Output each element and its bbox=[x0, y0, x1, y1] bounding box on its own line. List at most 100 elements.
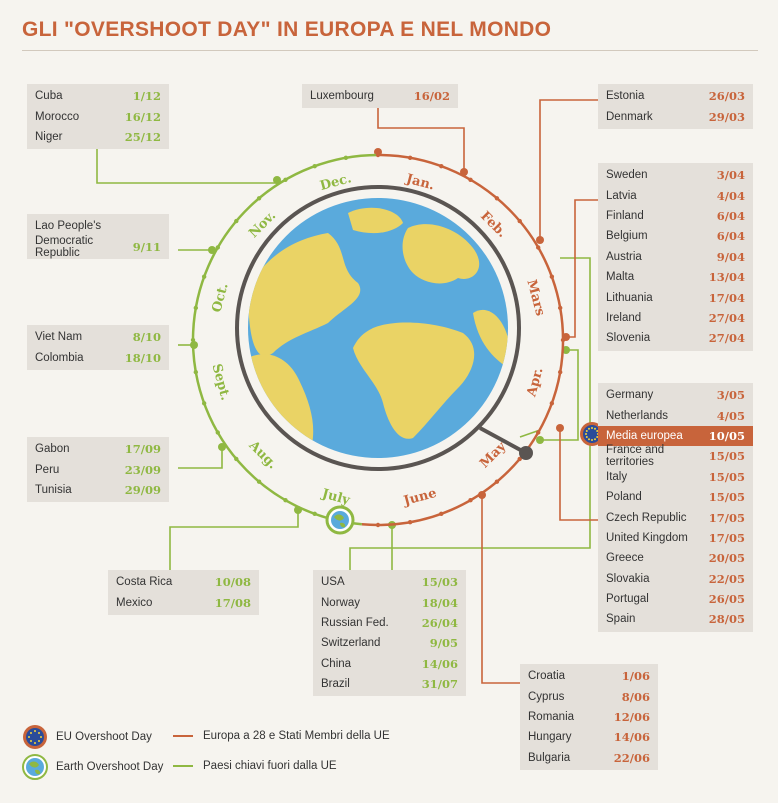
list-item: United Kingdom 17/05 bbox=[606, 528, 745, 548]
country-name: Greece bbox=[606, 552, 644, 565]
overshoot-date: 4/05 bbox=[716, 408, 745, 423]
overshoot-date: 29/09 bbox=[124, 482, 161, 497]
ring-tick bbox=[343, 155, 349, 161]
list-item: Poland 15/05 bbox=[606, 487, 745, 507]
connector-estonia bbox=[539, 99, 598, 240]
eu-arc bbox=[361, 153, 565, 527]
list-item: Mexico 17/08 bbox=[116, 592, 251, 612]
month-label: Feb. bbox=[477, 209, 509, 241]
list-item: USA 15/03 bbox=[321, 572, 458, 592]
overshoot-date: 12/06 bbox=[613, 709, 650, 724]
ring-tick bbox=[549, 401, 555, 406]
list-item: Viet Nam 8/10 bbox=[35, 327, 161, 347]
ring-tick bbox=[536, 430, 541, 435]
list-item: Lao People's bbox=[35, 216, 161, 236]
box-vietnam-group: Viet Nam 8/10 Colombia 18/10 bbox=[27, 325, 169, 370]
ring-tick bbox=[312, 163, 317, 169]
box-sweden-group: Sweden 3/04 Latvia 4/04 Finland 6/04 Belgium 6/… bbox=[598, 163, 753, 351]
country-name: Sweden bbox=[606, 169, 648, 182]
overshoot-date: 13/04 bbox=[708, 270, 745, 285]
legend-earth-day-label: Earth Overshoot Day bbox=[56, 761, 164, 773]
overshoot-date: 17/08 bbox=[214, 595, 251, 610]
list-item: Cuba 1/12 bbox=[35, 86, 161, 106]
ring-tick bbox=[557, 369, 563, 375]
country-name: Gabon bbox=[35, 443, 70, 456]
ring-tick bbox=[494, 479, 500, 484]
list-item: Sweden 3/04 bbox=[606, 165, 745, 185]
connector-usa-right bbox=[349, 257, 591, 570]
connector-usa-mid bbox=[540, 349, 579, 441]
list-item: Switzerland 9/05 bbox=[321, 633, 458, 653]
list-item: Costa Rica 10/08 bbox=[116, 572, 251, 592]
overshoot-date: 26/05 bbox=[708, 592, 745, 607]
list-item: Czech Republic 17/05 bbox=[606, 507, 745, 527]
overshoot-date: 10/08 bbox=[214, 575, 251, 590]
ring-tick bbox=[494, 196, 500, 201]
country-name: Lao People's bbox=[35, 220, 102, 233]
country-name: Media europea bbox=[606, 429, 683, 442]
country-name: Mexico bbox=[116, 596, 153, 609]
month-label: July bbox=[319, 486, 351, 508]
ring-tick bbox=[407, 155, 413, 161]
ring-tick bbox=[201, 274, 207, 279]
country-name: Brazil bbox=[321, 678, 350, 691]
list-item: Brazil 31/07 bbox=[321, 674, 458, 694]
list-item: Finland 6/04 bbox=[606, 206, 745, 226]
overshoot-date: 9/05 bbox=[429, 636, 458, 651]
title-divider bbox=[22, 50, 758, 51]
country-name: Spain bbox=[606, 613, 636, 626]
connector-dot bbox=[536, 436, 544, 444]
country-name: Italy bbox=[606, 470, 628, 483]
overshoot-date: 15/05 bbox=[708, 469, 745, 484]
country-name: Croatia bbox=[528, 670, 566, 683]
country-name: Denmark bbox=[606, 110, 653, 123]
country-name: Cuba bbox=[35, 90, 63, 103]
ring-tick bbox=[283, 498, 288, 503]
ring-tick bbox=[439, 511, 444, 517]
country-name: United Kingdom bbox=[606, 531, 688, 544]
list-item: Latvia 4/04 bbox=[606, 185, 745, 205]
connector-dot bbox=[536, 236, 544, 244]
world-line-swatch bbox=[173, 765, 193, 767]
country-name: Democratic Republic bbox=[35, 234, 94, 259]
country-name: Ireland bbox=[606, 311, 642, 324]
list-item: Lithuania 17/04 bbox=[606, 287, 745, 307]
list-item: Spain 28/05 bbox=[606, 609, 745, 629]
box-luxembourg-group: Luxembourg 16/02 bbox=[302, 84, 458, 109]
ring-tick bbox=[557, 305, 563, 311]
country-name: Viet Nam bbox=[35, 331, 83, 344]
list-item: Bulgaria 22/06 bbox=[528, 748, 650, 768]
overshoot-date: 17/04 bbox=[708, 290, 745, 305]
country-name: Morocco bbox=[35, 110, 80, 123]
country-name: Poland bbox=[606, 491, 642, 504]
list-item: Estonia 26/03 bbox=[606, 86, 745, 106]
page-title: GLI "OVERSHOOT DAY" IN EUROPA E NEL MOND… bbox=[22, 18, 552, 41]
country-name: Belgium bbox=[606, 230, 648, 243]
overshoot-date: 28/05 bbox=[708, 612, 745, 627]
list-item: Cyprus 8/06 bbox=[528, 686, 650, 706]
connector-dot bbox=[273, 176, 281, 184]
list-item: Belgium 6/04 bbox=[606, 226, 745, 246]
list-item: Malta 13/04 bbox=[606, 267, 745, 287]
overshoot-date: 8/06 bbox=[621, 689, 650, 704]
earth-overshoot-marker bbox=[325, 505, 355, 535]
legend-eu-day: EU Overshoot Day bbox=[22, 724, 152, 750]
overshoot-date: 18/04 bbox=[421, 595, 458, 610]
country-name: Czech Republic bbox=[606, 511, 687, 524]
overshoot-date: 10/05 bbox=[708, 428, 745, 443]
list-item: Romania 12/06 bbox=[528, 707, 650, 727]
country-name: Austria bbox=[606, 250, 642, 263]
country-name: Norway bbox=[321, 596, 360, 609]
box-germany-group: Germany 3/05 Netherlands 4/05 Media europea 1… bbox=[598, 383, 753, 632]
overshoot-date: 29/03 bbox=[708, 109, 745, 124]
ring-tick bbox=[193, 369, 199, 375]
landmass-europe bbox=[402, 224, 480, 284]
ring-tick bbox=[190, 337, 196, 343]
landmass-greenland bbox=[348, 207, 403, 234]
legend-world-line-label: Paesi chiavi fuori dalla UE bbox=[203, 760, 337, 772]
box-cuba-rows: Cuba 1/12 Morocco 16/12 Niger 25/12 bbox=[35, 86, 161, 147]
country-name: Tunisia bbox=[35, 483, 72, 496]
month-label: Oct. bbox=[209, 281, 231, 314]
list-item: Croatia 1/06 bbox=[528, 666, 650, 686]
